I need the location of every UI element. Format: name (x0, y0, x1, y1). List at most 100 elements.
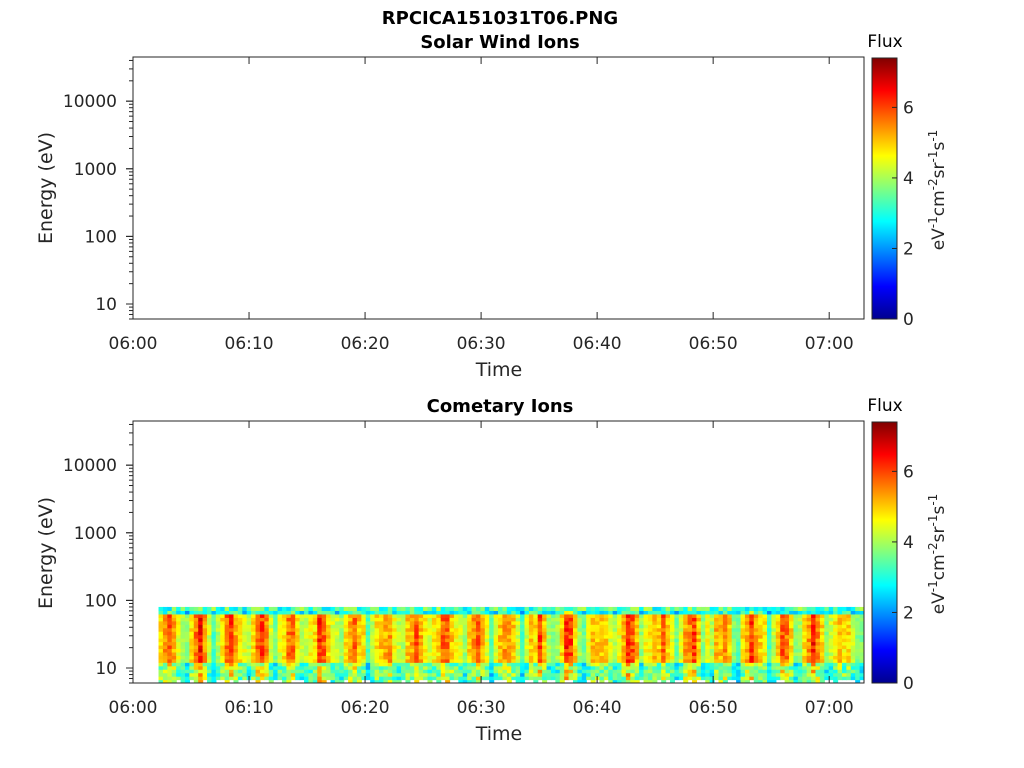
heatmap-cell (819, 669, 825, 674)
heatmap-cell (198, 624, 204, 629)
heatmap-cell (727, 638, 733, 643)
heatmap-cell (458, 634, 464, 639)
x-tick-label: 06:00 (109, 698, 158, 718)
heatmap-cell (797, 606, 803, 611)
heatmap-cell (180, 638, 186, 643)
heatmap-cell (392, 631, 398, 636)
heatmap-cell (352, 651, 358, 656)
heatmap-cell (722, 648, 728, 653)
heatmap-cell (643, 641, 649, 646)
heatmap-cell (440, 606, 446, 611)
heatmap-cell (528, 651, 534, 656)
heatmap-cell (180, 644, 186, 650)
panel-title-cometary: Cometary Ions (427, 396, 574, 417)
heatmap-cell (572, 624, 578, 629)
heatmap-cell (312, 644, 318, 650)
heatmap-cell (665, 606, 671, 611)
heatmap-cell (806, 641, 812, 646)
heatmap-cell (546, 613, 552, 618)
heatmap-cell (281, 620, 287, 625)
heatmap-cell (643, 638, 649, 643)
heatmap-cell (277, 610, 283, 615)
heatmap-cell (295, 669, 301, 674)
heatmap-cell (634, 634, 640, 639)
heatmap-cell (709, 651, 715, 656)
heatmap-cell (780, 634, 786, 639)
heatmap-cell (833, 651, 839, 656)
heatmap-cell (242, 651, 248, 656)
heatmap-cell (440, 641, 446, 646)
heatmap-cell (546, 662, 552, 667)
heatmap-cell (819, 641, 825, 646)
heatmap-cell (740, 620, 746, 625)
heatmap-cell (625, 651, 631, 656)
heatmap-cell (387, 610, 393, 615)
heatmap-cell (564, 658, 570, 663)
colorbar-units-top: eV-1cm-2sr-1s-1 (926, 130, 949, 251)
heatmap-cell (348, 672, 354, 677)
heatmap-cell (449, 610, 455, 615)
heatmap-cell (383, 655, 389, 660)
heatmap-cell (762, 631, 768, 636)
heatmap-cell (683, 606, 689, 611)
heatmap-cell (771, 665, 777, 670)
heatmap-cell (678, 610, 684, 615)
heatmap-cell (603, 655, 609, 660)
heatmap-cell (775, 606, 781, 611)
heatmap-cell (511, 651, 517, 656)
heatmap-cell (784, 672, 790, 677)
heatmap-cell (396, 648, 402, 653)
heatmap-cell (625, 631, 631, 636)
heatmap-cell (374, 672, 380, 677)
heatmap-cell (718, 651, 724, 656)
heatmap-cell (669, 620, 675, 625)
heatmap-cell (524, 638, 530, 643)
y-axis-label-bottom: Energy (eV) (35, 497, 57, 609)
heatmap-cell (242, 610, 248, 615)
heatmap-cell (617, 627, 623, 632)
heatmap-cell (418, 620, 424, 625)
heatmap-cell (859, 638, 864, 643)
heatmap-cell (326, 676, 332, 681)
heatmap-cell (383, 679, 389, 683)
heatmap-cell (264, 655, 270, 660)
heatmap-cell (727, 676, 733, 681)
heatmap-cell (811, 676, 817, 681)
heatmap-cell (661, 631, 667, 636)
heatmap-cell (506, 651, 512, 656)
heatmap-cell (352, 631, 358, 636)
heatmap-cell (621, 606, 627, 611)
heatmap-cell (224, 617, 230, 622)
heatmap-cell (837, 669, 843, 674)
heatmap-cell (599, 676, 605, 681)
heatmap-cell (281, 648, 287, 653)
heatmap-cell (370, 634, 376, 639)
heatmap-cell (718, 669, 724, 674)
heatmap-cell (744, 672, 750, 677)
panel-title-solar-wind: Solar Wind Ions (420, 32, 579, 53)
heatmap-cell (286, 606, 292, 611)
heatmap-cell (669, 641, 675, 646)
heatmap-cell (621, 624, 627, 629)
heatmap-cell (546, 624, 552, 629)
heatmap-cell (475, 676, 481, 681)
heatmap-cell (286, 644, 292, 650)
heatmap-cell (855, 624, 861, 629)
heatmap-cell (859, 620, 864, 625)
heatmap-cell (528, 613, 534, 618)
heatmap-cell (409, 669, 415, 674)
heatmap-cell (740, 613, 746, 618)
heatmap-cell (334, 624, 340, 629)
heatmap-cell (224, 644, 230, 650)
heatmap-cell (736, 676, 742, 681)
heatmap-cell (189, 658, 195, 663)
heatmap-cell (550, 648, 556, 653)
heatmap-cell (255, 651, 261, 656)
heatmap-cell (401, 631, 407, 636)
heatmap-cell (299, 606, 305, 611)
heatmap-cell (431, 648, 437, 653)
heatmap-cell (705, 631, 711, 636)
heatmap-cell (828, 644, 834, 650)
heatmap-cell (837, 610, 843, 615)
heatmap-cell (378, 634, 384, 639)
